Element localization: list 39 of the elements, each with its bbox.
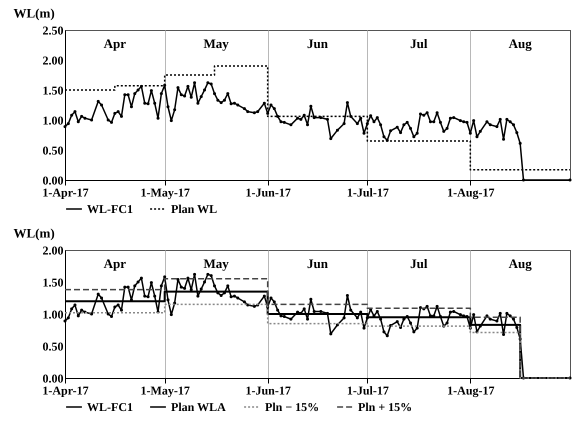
x-tick-label: 1-Apr-17 xyxy=(42,186,89,200)
y-tick-label: 1.00 xyxy=(42,114,64,128)
y-tick-label: 0.00 xyxy=(42,372,64,386)
annotation: Jun xyxy=(307,256,329,271)
x-tick-label: 1-Jun-17 xyxy=(245,384,291,398)
annotation: May xyxy=(204,256,230,271)
x-tick-label: 1-May-17 xyxy=(140,384,190,398)
y-tick-label: 0.50 xyxy=(42,144,64,158)
y-tick-label: 2.00 xyxy=(42,244,64,258)
y-axis-title: WL(m) xyxy=(14,226,55,240)
y-tick-label: 1.50 xyxy=(42,84,64,98)
legend-label: WL-FC1 xyxy=(87,202,133,216)
annotation: May xyxy=(204,36,230,51)
y-tick-label: 0.00 xyxy=(42,174,64,188)
x-tick-label: 1-Jul-17 xyxy=(346,384,389,398)
annotation: Jul xyxy=(410,36,428,51)
y-tick-label: 0.50 xyxy=(42,340,64,354)
legend-label: Plan WLA xyxy=(171,400,226,414)
annotation: Aug xyxy=(508,256,532,271)
y-tick-label: 1.00 xyxy=(42,308,64,322)
annotation: Apr xyxy=(104,256,126,271)
x-tick-label: 1-Apr-17 xyxy=(42,384,89,398)
y-axis-title: WL(m) xyxy=(14,6,55,20)
x-tick-label: 1-May-17 xyxy=(140,186,190,200)
y-tick-label: 1.50 xyxy=(42,276,64,290)
annotation: Apr xyxy=(104,36,126,51)
x-tick-label: 1-Aug-17 xyxy=(447,186,494,200)
y-tick-label: 2.00 xyxy=(42,54,64,68)
legend-label: Plan WL xyxy=(171,202,218,216)
annotation: Aug xyxy=(508,36,532,51)
x-tick-label: 1-Aug-17 xyxy=(447,384,494,398)
y-tick-label: 2.50 xyxy=(42,24,64,38)
legend-label: WL-FC1 xyxy=(87,400,133,414)
legend-label: Pln − 15% xyxy=(265,400,320,414)
annotation: Jul xyxy=(410,256,428,271)
annotation: Jun xyxy=(307,36,329,51)
x-tick-label: 1-Jun-17 xyxy=(245,186,291,200)
x-tick-label: 1-Jul-17 xyxy=(346,186,389,200)
legend-label: Pln + 15% xyxy=(358,400,412,414)
